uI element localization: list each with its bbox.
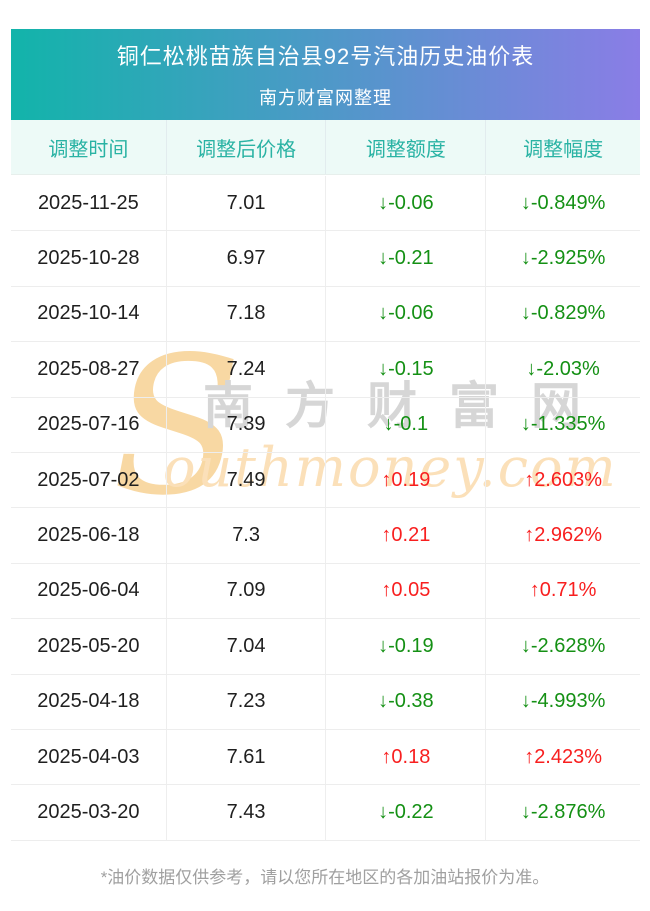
change-cell: ↑0.19 xyxy=(325,452,485,508)
percent-cell: ↑2.603% xyxy=(485,452,640,508)
table-row: 2025-10-28 6.97 ↓-0.21 ↓-2.925% xyxy=(11,231,640,287)
price-cell: 7.18 xyxy=(165,286,326,342)
date-cell: 2025-04-03 xyxy=(37,745,140,768)
price-cell: 7.43 xyxy=(165,785,326,840)
percent-cell: ↑2.423% xyxy=(485,729,640,785)
date-cell: 2025-07-16 xyxy=(37,413,140,436)
table-header-row: 调整时间 调整后价格 调整额度 调整幅度 xyxy=(11,120,640,175)
column-header-adjust-rate: 调整幅度 xyxy=(485,120,640,174)
change-cell: ↓-0.38 xyxy=(325,674,485,729)
page-title: 铜仁松桃苗族自治县92号汽油历史油价表 xyxy=(116,44,535,69)
price-cell: 7.04 xyxy=(165,619,326,674)
column-header-adjusted-price: 调整后价格 xyxy=(165,120,326,174)
price-cell: 6.97 xyxy=(165,231,326,286)
table-row: 2025-03-20 7.43 ↓-0.22 ↓-2.876% xyxy=(11,785,640,841)
price-cell: 7.61 xyxy=(165,729,326,785)
change-cell: ↑0.18 xyxy=(325,729,485,785)
date-cell: 2025-10-28 xyxy=(37,247,140,270)
table-row: 2025-07-16 7.39 ↓-0.1 ↓-1.335% xyxy=(11,397,640,453)
percent-cell: ↓-2.628% xyxy=(485,619,640,674)
table-row: 2025-10-14 7.18 ↓-0.06 ↓-0.829% xyxy=(11,286,640,343)
table-row: 2025-05-20 7.04 ↓-0.19 ↓-2.628% xyxy=(11,619,640,675)
percent-cell: ↓-0.849% xyxy=(485,176,640,231)
percent-cell: ↓-2.925% xyxy=(485,231,640,286)
disclaimer-note: *油价数据仅供参考，请以您所在地区的各加油站报价为准。 xyxy=(100,868,550,887)
percent-cell: ↓-4.993% xyxy=(485,674,640,729)
price-cell: 7.3 xyxy=(165,508,326,563)
price-cell: 7.23 xyxy=(165,674,326,729)
date-cell: 2025-07-02 xyxy=(37,468,140,491)
date-cell: 2025-03-20 xyxy=(37,800,140,823)
price-cell: 7.39 xyxy=(165,397,326,452)
table-row: 2025-04-03 7.61 ↑0.18 ↑2.423% xyxy=(11,729,640,786)
percent-cell: ↓-1.335% xyxy=(485,397,640,452)
date-cell: 2025-10-14 xyxy=(37,302,140,325)
table-row: 2025-11-25 7.01 ↓-0.06 ↓-0.849% xyxy=(11,176,640,232)
table-body: 2025-11-25 7.01 ↓-0.06 ↓-0.849% 2025-10-… xyxy=(11,176,640,841)
change-cell: ↓-0.1 xyxy=(325,397,485,452)
price-cell: 7.01 xyxy=(165,176,326,231)
date-cell: 2025-06-04 xyxy=(37,579,140,602)
table-row: 2025-08-27 7.24 ↓-0.15 ↓-2.03% xyxy=(11,342,640,398)
change-cell: ↓-0.21 xyxy=(325,231,485,286)
table-row: 2025-07-02 7.49 ↑0.19 ↑2.603% xyxy=(11,452,640,509)
change-cell: ↓-0.06 xyxy=(325,176,485,231)
table-row: 2025-06-18 7.3 ↑0.21 ↑2.962% xyxy=(11,508,640,564)
price-cell: 7.09 xyxy=(165,563,326,619)
price-cell: 7.24 xyxy=(165,342,326,397)
change-cell: ↓-0.06 xyxy=(325,286,485,342)
percent-cell: ↑0.71% xyxy=(485,563,640,619)
date-cell: 2025-05-20 xyxy=(37,634,140,657)
date-cell: 2025-06-18 xyxy=(37,524,140,547)
date-cell: 2025-08-27 xyxy=(37,357,140,380)
page-subtitle: 南方财富网整理 xyxy=(259,88,392,108)
percent-cell: ↓-0.829% xyxy=(485,286,640,342)
column-header-adjust-time: 调整时间 xyxy=(48,138,129,161)
banner: 铜仁松桃苗族自治县92号汽油历史油价表 南方财富网整理 xyxy=(11,29,640,120)
change-cell: ↓-0.15 xyxy=(325,342,485,397)
change-cell: ↓-0.19 xyxy=(325,619,485,674)
table-row: 2025-04-18 7.23 ↓-0.38 ↓-4.993% xyxy=(11,674,640,730)
change-cell: ↑0.05 xyxy=(325,563,485,619)
change-cell: ↓-0.22 xyxy=(325,785,485,840)
date-cell: 2025-11-25 xyxy=(37,191,139,214)
percent-cell: ↓-2.876% xyxy=(485,785,640,840)
change-cell: ↑0.21 xyxy=(325,508,485,563)
percent-cell: ↑2.962% xyxy=(485,508,640,563)
percent-cell: ↓-2.03% xyxy=(485,342,640,397)
price-cell: 7.49 xyxy=(165,452,326,508)
date-cell: 2025-04-18 xyxy=(37,690,140,713)
column-header-adjust-amount: 调整额度 xyxy=(325,120,485,174)
table-row: 2025-06-04 7.09 ↑0.05 ↑0.71% xyxy=(11,563,640,620)
